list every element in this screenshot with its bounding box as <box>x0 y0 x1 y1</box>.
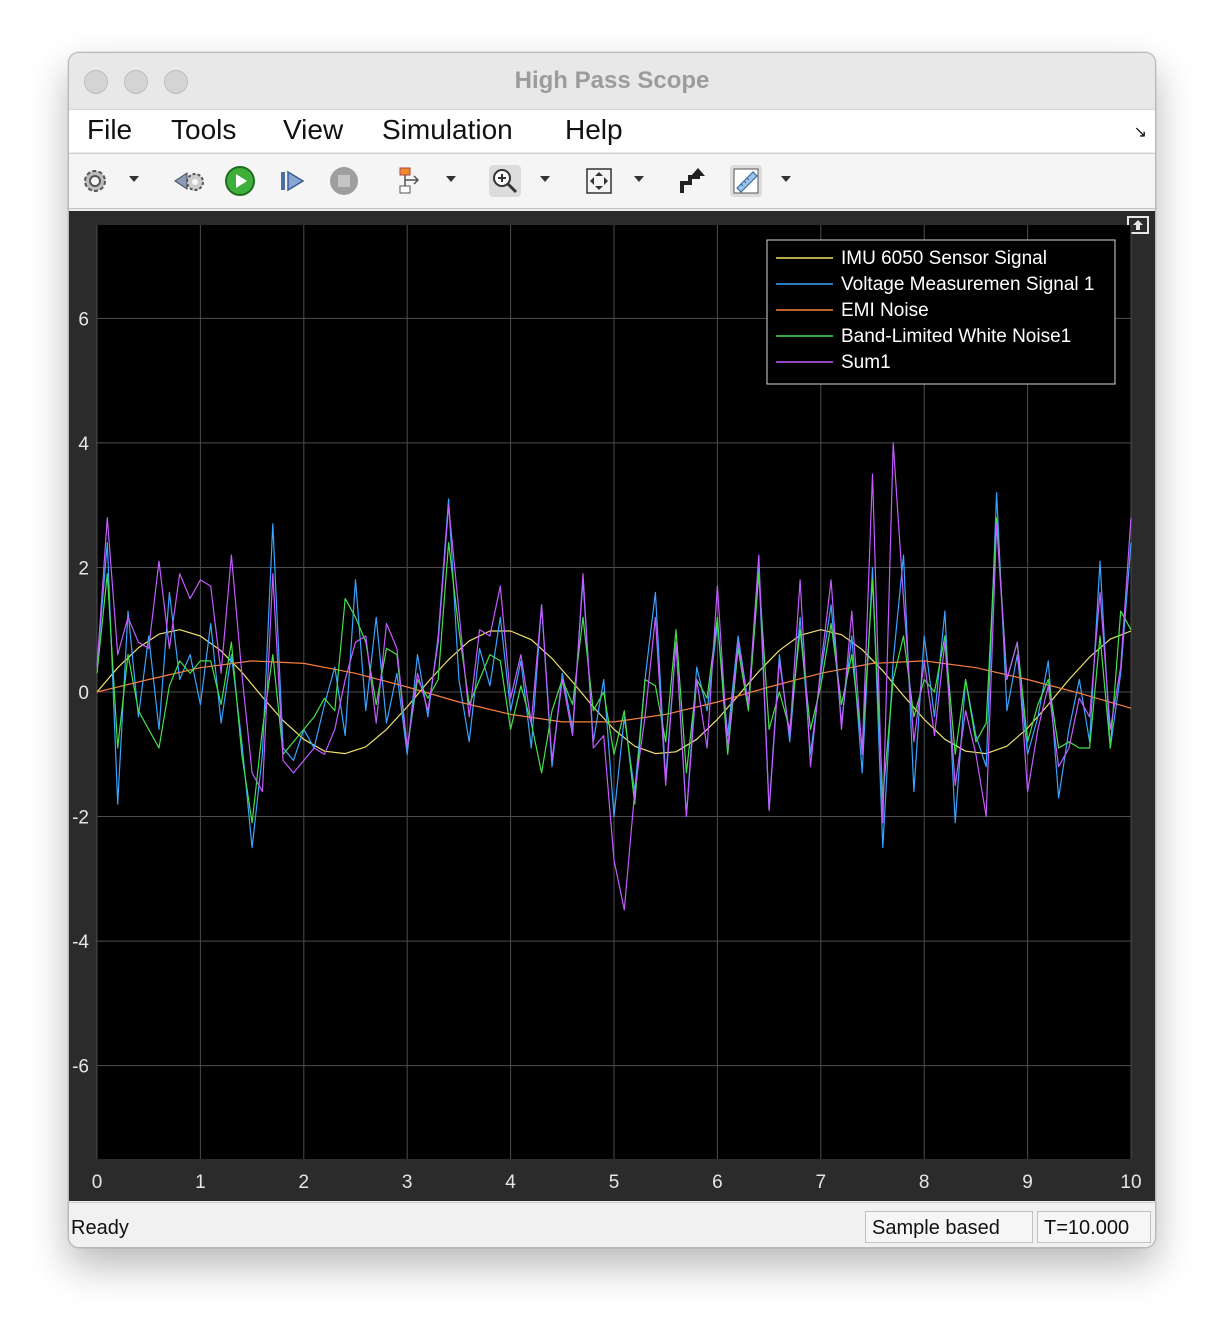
dock-arrow-icon[interactable]: ↘ <box>1133 124 1147 141</box>
legend-entry: Voltage Measuremen Signal 1 <box>841 274 1095 295</box>
run-icon[interactable] <box>224 165 256 197</box>
stop-icon[interactable] <box>328 165 360 197</box>
scope-window: High Pass Scope File Tools View Simulati… <box>68 52 1156 1248</box>
close-window-button[interactable] <box>84 70 108 94</box>
legend-box <box>766 239 1116 385</box>
plot-area: 0 1 2 3 4 5 6 7 8 9 10 -6 -4 -2 0 2 4 6 IMU 6050 Sensor S… <box>69 211 1155 1201</box>
y-tick-label: 2 <box>78 558 89 579</box>
x-tick-label: 1 <box>195 1172 206 1193</box>
x-tick-label: 10 <box>1120 1172 1141 1193</box>
sample-mode-box: Sample based <box>865 1211 1033 1243</box>
tick-labels: 0 1 2 3 4 5 6 7 8 9 10 -6 -4 -2 0 2 4 6 <box>72 309 1141 1193</box>
legend-entry: EMI Noise <box>841 300 929 321</box>
y-tick-label: 4 <box>78 434 89 455</box>
settings-dropdown-icon[interactable] <box>129 176 139 182</box>
x-tick-label: 0 <box>92 1172 103 1193</box>
series-line-4 <box>96 442 1132 911</box>
menu-bar: File Tools View Simulation Help ↘ <box>69 110 1155 152</box>
x-tick-label: 4 <box>505 1172 516 1193</box>
time-box: T=10.000 <box>1037 1211 1151 1243</box>
step-forward-icon[interactable] <box>276 165 308 197</box>
measurements-icon[interactable] <box>730 165 762 197</box>
fit-dropdown-icon[interactable] <box>634 176 644 182</box>
step-back-icon[interactable] <box>173 165 205 197</box>
window-title: High Pass Scope <box>514 67 710 94</box>
x-tick-label: 6 <box>712 1172 723 1193</box>
toolbar <box>69 153 1155 209</box>
x-tick-label: 2 <box>299 1172 310 1193</box>
scope-chart: 0 1 2 3 4 5 6 7 8 9 10 -6 -4 -2 0 2 4 6 IMU 6050 Sensor S… <box>72 225 1142 1193</box>
menu-file[interactable]: File <box>87 114 133 145</box>
x-tick-label: 8 <box>919 1172 930 1193</box>
zoom-window-button[interactable] <box>164 70 188 94</box>
status-bar: Ready Sample based T=10.000 <box>69 1202 1155 1247</box>
legend: IMU 6050 Sensor Signal Voltage Measuremen… <box>766 239 1116 385</box>
zoom-dropdown-icon[interactable] <box>540 176 550 182</box>
gear-icon[interactable] <box>79 165 111 197</box>
menu-tools[interactable]: Tools <box>171 114 237 145</box>
grid-lines <box>96 225 1132 1159</box>
title-bar: High Pass Scope <box>69 53 1155 110</box>
legend-entry: IMU 6050 Sensor Signal <box>841 248 1047 269</box>
legend-entry: Sum1 <box>841 352 891 373</box>
x-tick-label: 3 <box>402 1172 413 1193</box>
x-tick-label: 7 <box>816 1172 827 1193</box>
zoom-in-icon[interactable] <box>489 165 521 197</box>
fit-axes-icon[interactable] <box>583 165 615 197</box>
status-ready: Ready <box>71 1217 129 1239</box>
series-line-1 <box>96 492 1132 849</box>
highlight-block-icon[interactable] <box>677 165 709 197</box>
y-tick-label: -4 <box>72 932 89 953</box>
y-tick-label: -2 <box>72 808 89 829</box>
signal-dropdown-icon[interactable] <box>446 176 456 182</box>
y-tick-label: 0 <box>78 683 89 704</box>
y-tick-label: 6 <box>78 309 89 330</box>
x-tick-label: 9 <box>1022 1172 1033 1193</box>
y-tick-label: -6 <box>72 1057 89 1078</box>
series-lines <box>96 442 1132 911</box>
signal-select-icon[interactable] <box>395 165 427 197</box>
menu-help[interactable]: Help <box>565 114 623 145</box>
menu-simulation[interactable]: Simulation <box>382 114 513 145</box>
series-line-2 <box>96 660 1132 723</box>
menu-view[interactable]: View <box>283 114 344 145</box>
series-line-3 <box>96 517 1132 824</box>
legend-entry: Band-Limited White Noise1 <box>841 326 1071 347</box>
x-tick-label: 5 <box>609 1172 620 1193</box>
minimize-window-button[interactable] <box>124 70 148 94</box>
measurements-dropdown-icon[interactable] <box>781 176 791 182</box>
series-line-0 <box>96 629 1132 755</box>
